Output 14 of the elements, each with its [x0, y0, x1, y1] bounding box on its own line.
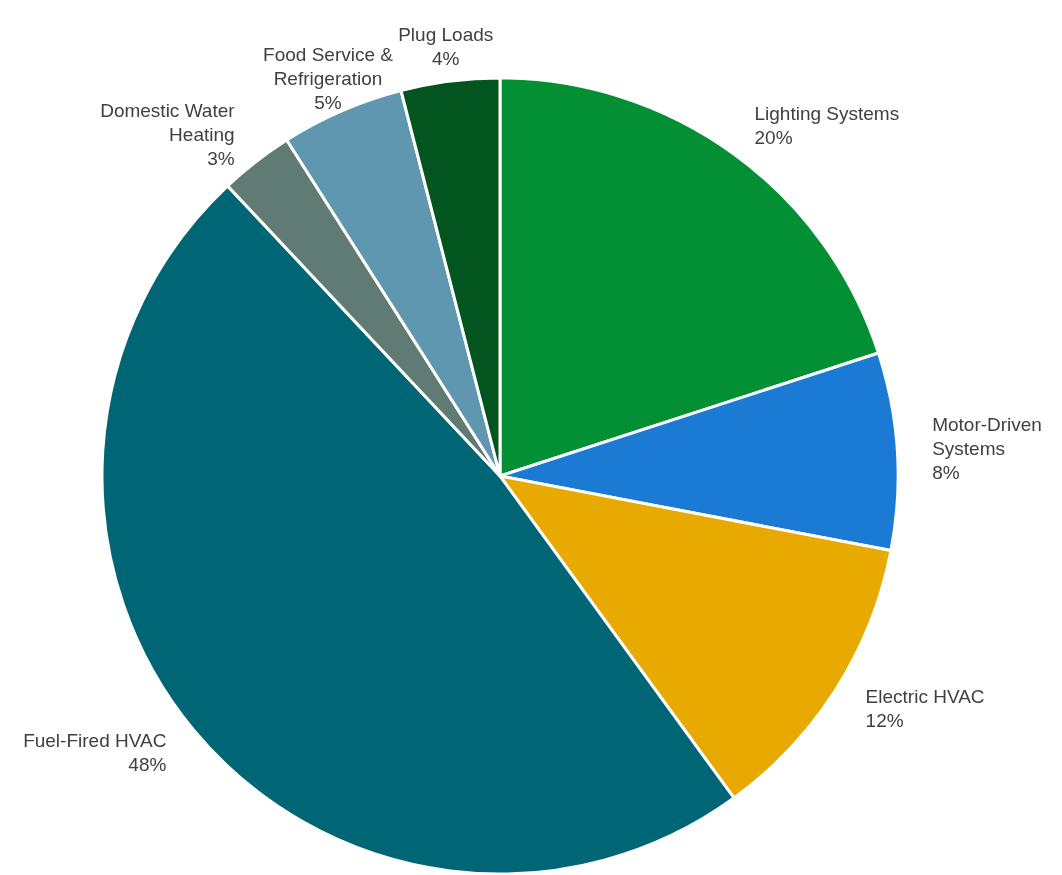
data-label: 48% — [128, 753, 167, 775]
data-label: 8% — [932, 462, 960, 484]
slice-label: Food Service & Refrigeration — [263, 44, 394, 90]
data-label: 12% — [865, 709, 904, 731]
data-label: 5% — [314, 92, 342, 114]
slice-label: Domestic Water Heating — [100, 99, 236, 145]
slice-label: Electric HVAC — [865, 685, 985, 707]
slice-label: Fuel-Fired HVAC — [23, 729, 167, 751]
slice-label: Motor-Driven Systems — [932, 414, 1042, 460]
data-label: 20% — [754, 127, 793, 149]
slice-label: Plug Loads — [398, 24, 494, 46]
data-label: 4% — [432, 48, 460, 70]
data-label: 3% — [207, 147, 235, 169]
slice-label: Lighting Systems — [754, 103, 900, 125]
